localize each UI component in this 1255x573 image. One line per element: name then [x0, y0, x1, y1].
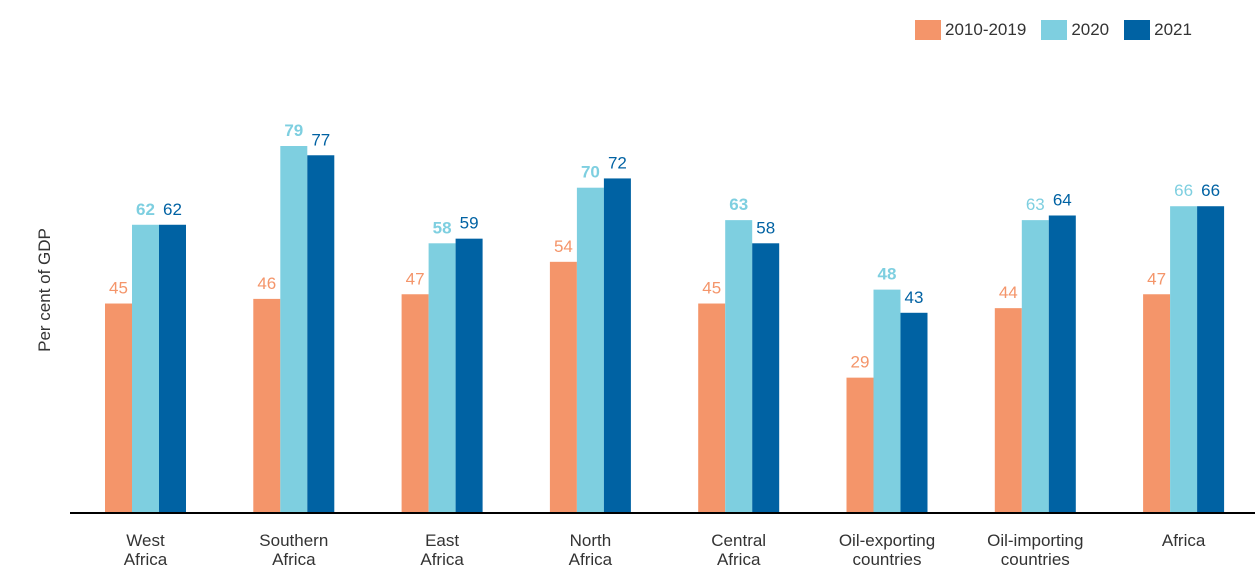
category-label-2: East Africa — [420, 531, 464, 569]
category-label-6: Oil-importing countries — [987, 531, 1083, 569]
legend-item-2021: 2021 — [1124, 20, 1192, 40]
bar-2010-2019-1 — [253, 298, 281, 512]
bar-2021-3 — [603, 178, 631, 513]
category-label-7: Africa — [1162, 531, 1206, 550]
data-label-2010-2019-4: 45 — [702, 279, 721, 298]
legend-label-2010-2019: 2010-2019 — [945, 20, 1027, 39]
data-label-2010-2019-0: 45 — [109, 279, 128, 298]
bar-2010-2019-2 — [401, 294, 429, 512]
legend-swatch-2010-2019 — [915, 20, 941, 40]
legend-swatch-2021 — [1124, 20, 1151, 40]
bar-2010-2019-6 — [994, 308, 1022, 512]
bar-2020-7 — [1170, 206, 1198, 512]
category-label-5: Oil-exporting countries — [839, 531, 935, 569]
data-label-2020-5: 48 — [878, 265, 897, 284]
bar-2020-6 — [1021, 220, 1049, 512]
data-label-2020-4: 63 — [729, 195, 748, 214]
bar-2010-2019-0 — [105, 303, 132, 512]
data-label-2010-2019-6: 44 — [999, 283, 1018, 302]
bar-2020-5 — [873, 289, 901, 512]
bar-2021-7 — [1197, 206, 1225, 512]
data-label-2020-6: 63 — [1026, 195, 1045, 214]
data-label-2021-0: 62 — [163, 200, 182, 219]
bar-2010-2019-4 — [698, 303, 726, 512]
data-label-2021-2: 59 — [460, 214, 479, 233]
bar-2010-2019-5 — [846, 377, 874, 512]
bar-2021-6 — [1048, 215, 1076, 513]
category-label-4: Central Africa — [711, 531, 766, 569]
bar-2021-2 — [455, 238, 483, 512]
data-label-2020-3: 70 — [581, 163, 600, 182]
data-label-2021-7: 66 — [1201, 181, 1220, 200]
data-label-2010-2019-7: 47 — [1147, 269, 1166, 288]
data-label-2020-2: 58 — [433, 218, 452, 237]
data-label-2021-3: 72 — [608, 153, 627, 172]
data-label-2021-1: 77 — [311, 130, 330, 149]
data-label-2021-6: 64 — [1053, 190, 1072, 209]
legend: 2010-2019 2020 2021 — [915, 20, 1192, 40]
data-label-2021-4: 58 — [756, 218, 775, 237]
data-label-2021-5: 43 — [905, 288, 924, 307]
legend-item-2010-2019: 2010-2019 — [915, 20, 1026, 40]
bar-2021-5 — [900, 312, 928, 512]
bar-2020-4 — [725, 220, 753, 512]
bar-2010-2019-7 — [1143, 294, 1171, 512]
bar-2020-0 — [132, 224, 159, 512]
bar-2021-4 — [752, 243, 780, 512]
legend-swatch-2020 — [1041, 20, 1068, 40]
bar-2020-1 — [280, 146, 308, 512]
data-label-2020-7: 66 — [1174, 181, 1193, 200]
category-label-3: North Africa — [569, 531, 613, 569]
bar-2020-3 — [576, 187, 604, 512]
category-label-0: West Africa — [124, 531, 168, 569]
bar-2010-2019-3 — [549, 261, 577, 512]
data-label-2010-2019-2: 47 — [406, 269, 425, 288]
category-label-1: Southern Africa — [259, 531, 328, 569]
bar-2021-1 — [307, 155, 335, 513]
data-label-2020-1: 79 — [284, 121, 303, 140]
legend-label-2020: 2020 — [1071, 20, 1110, 39]
data-label-2010-2019-3: 54 — [554, 237, 573, 256]
legend-label-2021: 2021 — [1154, 20, 1192, 39]
data-label-2010-2019-1: 46 — [257, 274, 276, 293]
legend-item-2020: 2020 — [1041, 20, 1109, 40]
data-label-2020-0: 62 — [136, 200, 155, 219]
data-label-2010-2019-5: 29 — [851, 353, 870, 372]
bar-2021-0 — [159, 224, 186, 512]
bar-2020-2 — [428, 243, 456, 512]
